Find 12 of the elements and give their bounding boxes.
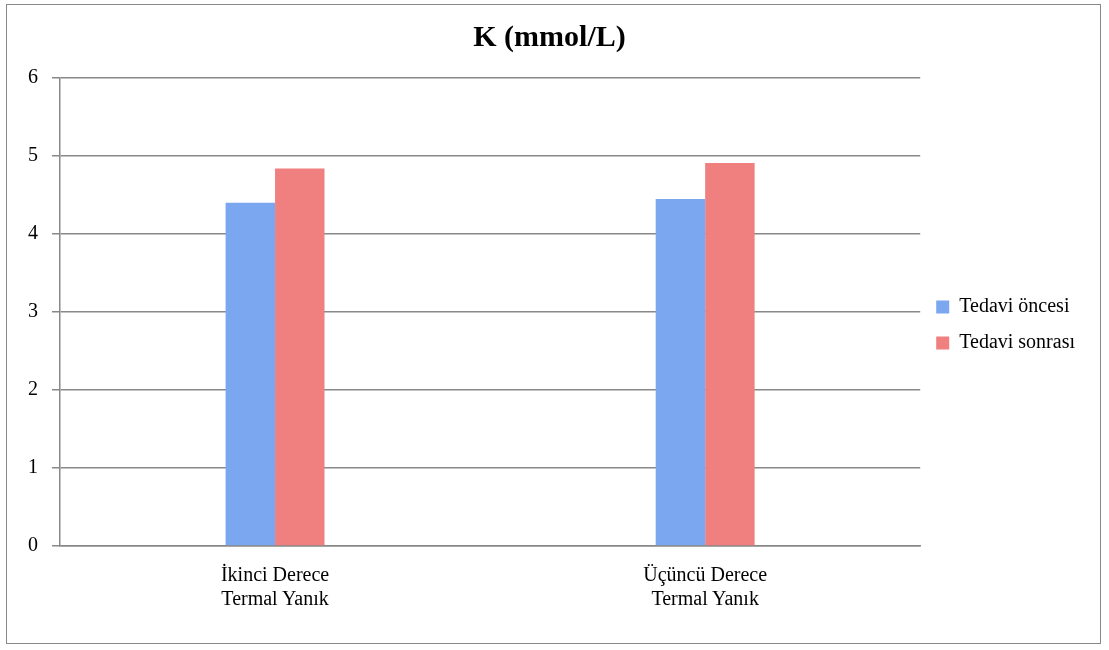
y-tick-label: 5: [28, 143, 38, 166]
y-tick-label: 2: [28, 377, 38, 400]
chart-title: K (mmol/L): [473, 18, 626, 53]
y-tick-label: 3: [28, 299, 38, 322]
y-tick-label: 4: [28, 221, 38, 244]
y-tick-label: 1: [28, 455, 38, 478]
y-tick-label: 6: [28, 65, 38, 88]
x-tick-label: İkinci Derece Termal Yanık: [220, 563, 330, 610]
legend-label: Tedavi sonrası: [959, 330, 1076, 353]
legend-label: Tedavi öncesi: [959, 294, 1070, 317]
y-tick-label: 0: [28, 533, 38, 556]
x-tick-label: Üçüncü Derece Termal Yanık: [643, 563, 768, 610]
